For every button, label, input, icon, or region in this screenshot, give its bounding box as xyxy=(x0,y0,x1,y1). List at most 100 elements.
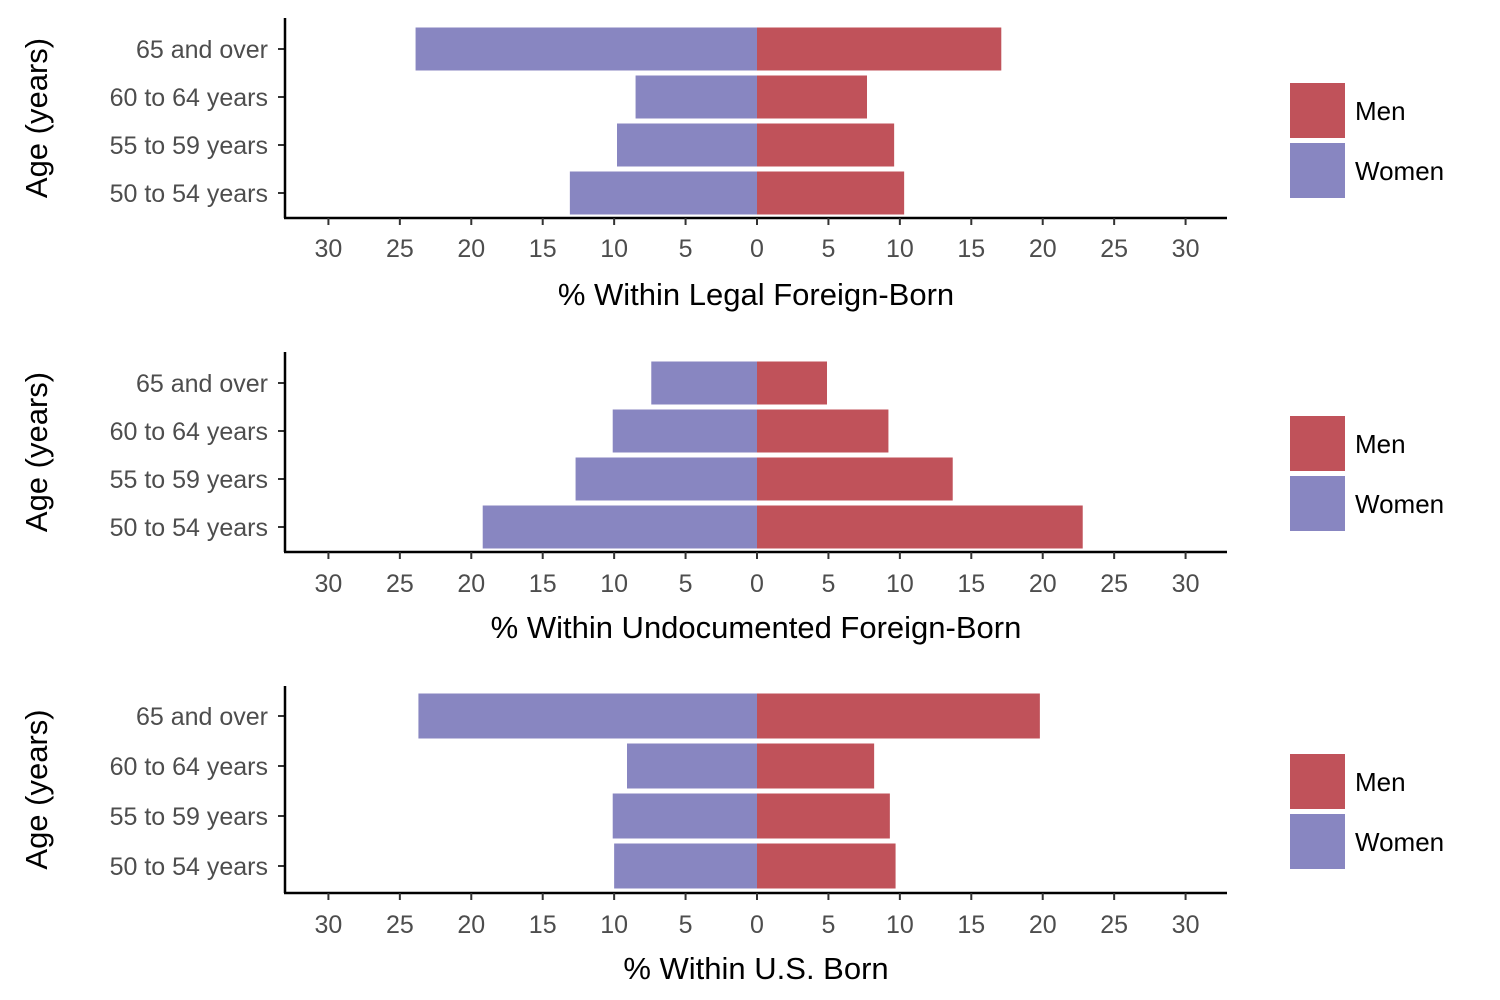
y-tick-label: 50 to 54 years xyxy=(110,180,268,208)
y-tick-label: 55 to 59 years xyxy=(110,803,268,831)
bar-women-2 xyxy=(616,123,757,167)
legend-key-men xyxy=(1290,754,1345,809)
x-tick-label: 30 xyxy=(1172,911,1200,939)
bar-women-1 xyxy=(482,505,757,549)
x-tick-label: 15 xyxy=(957,570,985,598)
legend-key-women xyxy=(1290,476,1345,531)
bar-men-4 xyxy=(757,27,1002,71)
x-tick-label: 20 xyxy=(1029,570,1057,598)
x-tick-label: 0 xyxy=(750,570,764,598)
x-tick-label: 0 xyxy=(750,235,764,263)
x-tick-label: 25 xyxy=(1100,570,1128,598)
y-tick-label: 65 and over xyxy=(136,36,268,64)
y-tick-label: 65 and over xyxy=(136,703,268,731)
x-tick-label: 5 xyxy=(679,570,693,598)
x-tick-label: 10 xyxy=(600,235,628,263)
x-tick-label: 10 xyxy=(886,570,914,598)
x-tick-label: 10 xyxy=(886,911,914,939)
x-tick-label: 30 xyxy=(315,570,343,598)
legend-key-men xyxy=(1290,416,1345,471)
y-axis-title: Age (years) xyxy=(19,709,54,869)
x-tick-label: 5 xyxy=(679,911,693,939)
pyramid-panel-2: 50 to 54 years 55 to 59 years 60 to 64 yea… xyxy=(19,352,1444,645)
bar-men-1 xyxy=(757,843,896,889)
bar-men-1 xyxy=(757,505,1083,549)
legend-key-women xyxy=(1290,143,1345,198)
y-tick-label: 60 to 64 years xyxy=(110,418,268,446)
bar-men-2 xyxy=(757,457,953,501)
x-tick-label: 20 xyxy=(457,570,485,598)
pyramid-panel-1: 50 to 54 years 55 to 59 years 60 to 64 yea… xyxy=(19,18,1444,312)
x-tick-label: 5 xyxy=(821,911,835,939)
bar-men-2 xyxy=(757,793,890,839)
bar-men-1 xyxy=(757,171,905,215)
bar-men-3 xyxy=(757,409,889,453)
bar-women-3 xyxy=(626,743,757,789)
bar-women-2 xyxy=(575,457,757,501)
y-tick-label: 60 to 64 years xyxy=(110,753,268,781)
x-axis-title: % Within Legal Foreign-Born xyxy=(558,277,954,312)
pyramid-panel-3: 50 to 54 years 55 to 59 years 60 to 64 yea… xyxy=(19,686,1444,986)
x-tick-label: 0 xyxy=(750,911,764,939)
x-tick-label: 25 xyxy=(386,911,414,939)
legend: Men Women xyxy=(1290,754,1444,869)
x-tick-label: 20 xyxy=(457,235,485,263)
y-axis-title: Age (years) xyxy=(19,372,54,532)
x-tick-label: 10 xyxy=(600,911,628,939)
x-tick-label: 5 xyxy=(821,570,835,598)
x-tick-label: 25 xyxy=(386,570,414,598)
bar-women-4 xyxy=(418,693,757,739)
x-tick-label: 25 xyxy=(386,235,414,263)
x-tick-label: 30 xyxy=(1172,570,1200,598)
bar-women-4 xyxy=(415,27,757,71)
y-tick-label: 55 to 59 years xyxy=(110,132,268,160)
bar-women-1 xyxy=(569,171,757,215)
x-tick-label: 10 xyxy=(600,570,628,598)
bar-men-3 xyxy=(757,75,868,119)
bar-men-3 xyxy=(757,743,875,789)
x-tick-label: 20 xyxy=(457,911,485,939)
x-axis-title: % Within Undocumented Foreign-Born xyxy=(491,610,1022,645)
legend-label-women: Women xyxy=(1355,827,1444,857)
legend-key-women xyxy=(1290,814,1345,869)
x-tick-label: 20 xyxy=(1029,911,1057,939)
x-tick-label: 10 xyxy=(886,235,914,263)
legend-label-men: Men xyxy=(1355,96,1406,126)
bar-men-4 xyxy=(757,361,828,405)
legend-label-men: Men xyxy=(1355,767,1406,797)
bar-women-3 xyxy=(635,75,757,119)
x-tick-label: 5 xyxy=(821,235,835,263)
x-tick-label: 15 xyxy=(957,911,985,939)
legend-label-women: Women xyxy=(1355,156,1444,186)
legend: Men Women xyxy=(1290,83,1444,198)
bar-women-1 xyxy=(614,843,757,889)
x-tick-label: 30 xyxy=(1172,235,1200,263)
x-tick-label: 15 xyxy=(957,235,985,263)
bar-women-2 xyxy=(612,793,757,839)
y-tick-label: 65 and over xyxy=(136,370,268,398)
x-tick-label: 30 xyxy=(315,911,343,939)
legend: Men Women xyxy=(1290,416,1444,531)
x-tick-label: 25 xyxy=(1100,235,1128,263)
y-axis-title: Age (years) xyxy=(19,38,54,198)
legend-key-men xyxy=(1290,83,1345,138)
x-tick-label: 25 xyxy=(1100,911,1128,939)
x-tick-label: 20 xyxy=(1029,235,1057,263)
bar-women-3 xyxy=(612,409,757,453)
legend-label-men: Men xyxy=(1355,429,1406,459)
x-tick-label: 15 xyxy=(529,570,557,598)
bar-men-2 xyxy=(757,123,895,167)
y-tick-label: 55 to 59 years xyxy=(110,466,268,494)
bar-men-4 xyxy=(757,693,1040,739)
x-tick-label: 15 xyxy=(529,911,557,939)
y-tick-label: 60 to 64 years xyxy=(110,84,268,112)
x-tick-label: 30 xyxy=(315,235,343,263)
legend-label-women: Women xyxy=(1355,489,1444,519)
bar-women-4 xyxy=(651,361,757,405)
x-tick-label: 15 xyxy=(529,235,557,263)
y-tick-label: 50 to 54 years xyxy=(110,514,268,542)
x-tick-label: 5 xyxy=(679,235,693,263)
y-tick-label: 50 to 54 years xyxy=(110,853,268,881)
x-axis-title: % Within U.S. Born xyxy=(623,951,888,986)
